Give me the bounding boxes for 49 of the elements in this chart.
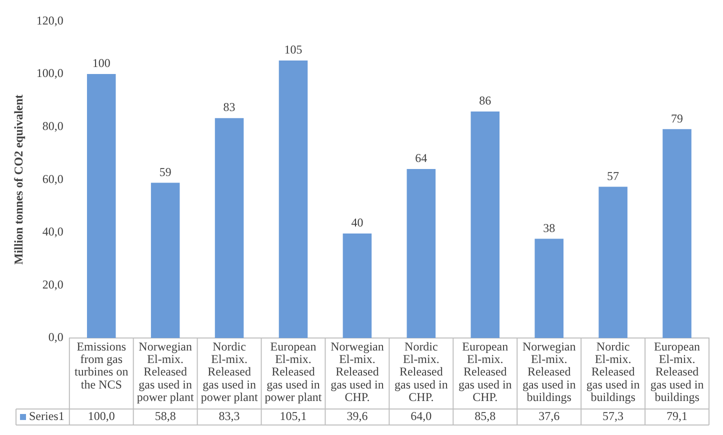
y-axis-title: Million tonnes of CO2 equivalent xyxy=(11,94,26,265)
y-tick-label: 20,0 xyxy=(42,277,64,292)
y-tick-label: 120,0 xyxy=(36,13,64,28)
bar xyxy=(662,129,692,338)
y-tick-label: 100,0 xyxy=(36,66,64,80)
bar xyxy=(534,238,564,338)
annotation: 38 xyxy=(543,220,556,235)
data-label: 83,3 xyxy=(218,409,240,424)
x-tick-label: Emissions from gas turbines on the NCS xyxy=(74,339,128,392)
y-tick-label: 80,0 xyxy=(42,118,64,133)
x-tick-label: Nordic El-mix. Released gas used in CHP. xyxy=(394,339,448,404)
bar xyxy=(278,60,308,338)
annotation: 105 xyxy=(284,42,302,57)
y-tick-label: 40,0 xyxy=(42,224,64,239)
data-label: 37,6 xyxy=(538,409,560,424)
bar xyxy=(598,186,628,338)
y-tick-label: 0,0 xyxy=(48,330,64,344)
x-tick-label: European El-mix. Released gas used in CHP. xyxy=(458,339,512,404)
x-tick-label: European El-mix. Released gas used in buildings xyxy=(650,339,704,404)
data-label: 100,0 xyxy=(88,409,115,424)
data-label: 39,6 xyxy=(346,409,368,424)
x-tick-label: European El-mix. Released gas used in power plant xyxy=(264,339,322,404)
annotation: 83 xyxy=(223,100,236,114)
data-label: 105,1 xyxy=(280,409,307,424)
annotation: 40 xyxy=(351,216,364,230)
data-label: 79,1 xyxy=(666,409,688,424)
bar xyxy=(342,233,372,338)
x-tick-label: Norwegian El-mix. Released gas used in CHP. xyxy=(330,339,384,404)
bar xyxy=(150,182,180,338)
annotation: 59 xyxy=(159,164,172,179)
data-label: 85,8 xyxy=(474,409,496,424)
data-label: 64,0 xyxy=(410,409,432,424)
annotation: 57 xyxy=(607,168,620,183)
annotation: 86 xyxy=(479,94,492,108)
y-tick-label: 60,0 xyxy=(42,172,64,186)
x-tick-label: Norwegian El-mix. Released gas used in power plant xyxy=(136,339,194,404)
legend-label: Series1 xyxy=(29,409,64,424)
annotation: 100 xyxy=(92,56,110,70)
data-label: 58,8 xyxy=(154,409,176,424)
bar xyxy=(86,74,116,338)
bar xyxy=(406,169,436,338)
bar xyxy=(214,118,244,338)
x-tick-label: Norwegian El-mix. Released gas used in buildings xyxy=(522,339,576,404)
data-label: 57,3 xyxy=(602,409,624,424)
annotation: 64 xyxy=(415,151,428,166)
annotation: 79 xyxy=(671,111,684,126)
x-tick-label: Nordic El-mix. Released gas used in power plant xyxy=(200,339,258,404)
bar xyxy=(470,111,500,338)
x-tick-label: Nordic El-mix. Released gas used in buildings xyxy=(586,339,640,404)
